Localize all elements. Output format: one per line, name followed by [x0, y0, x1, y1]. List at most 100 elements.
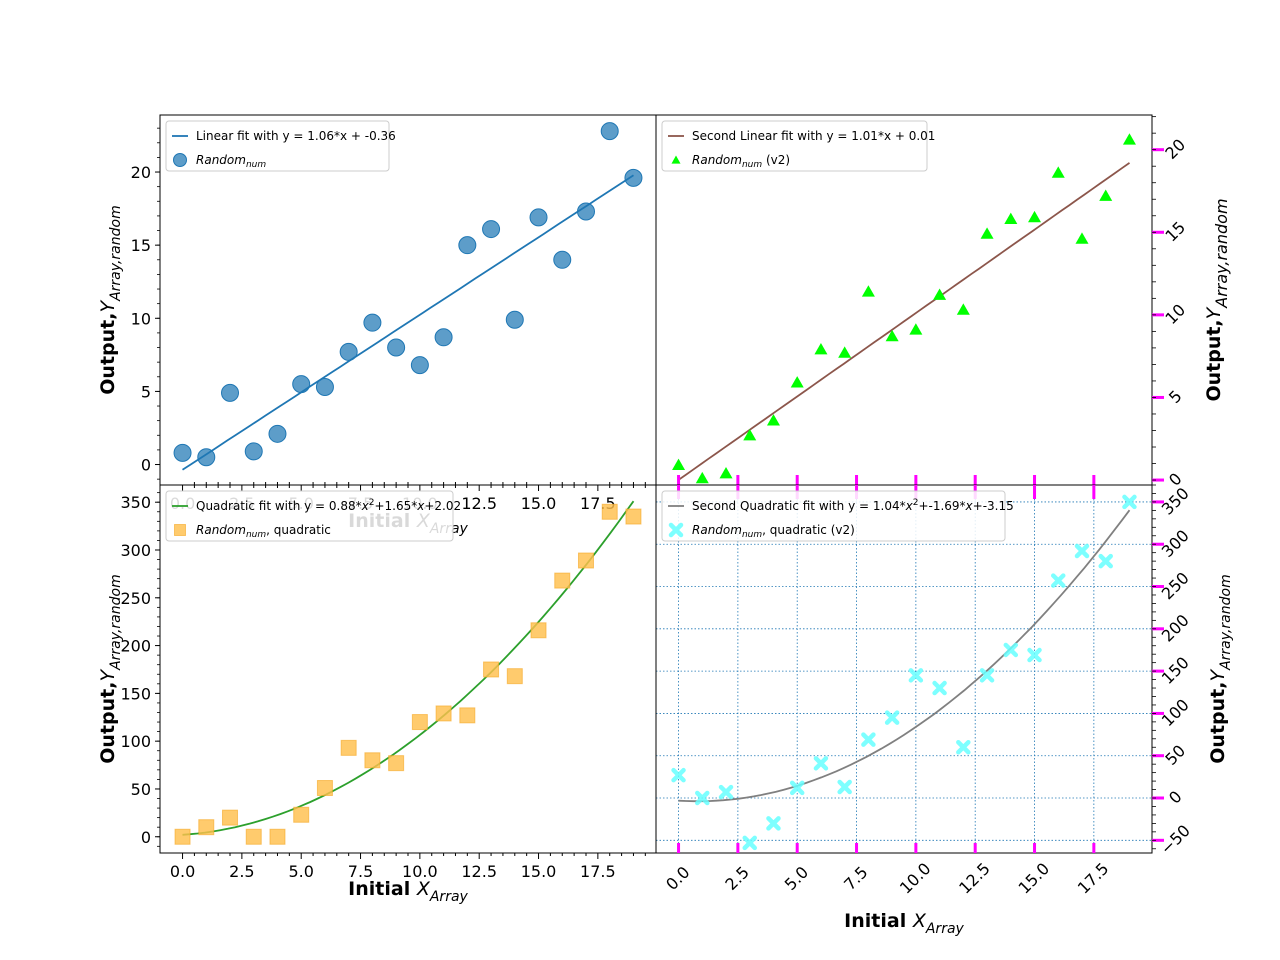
x-axis-label-head: Initial	[844, 910, 913, 932]
x-tick-label-4: 10.0	[402, 862, 438, 881]
point-0-11	[435, 705, 452, 722]
y-axis-label: Output,YArray,random	[1207, 574, 1234, 763]
legend-label-0: Second Linear fit with y = 1.01*x + 0.01	[692, 129, 935, 143]
point-0-4	[766, 414, 780, 426]
legend-label-0-pre: Second Quadratic fit with y = 1.04*	[692, 499, 906, 513]
point-0-16	[1051, 166, 1065, 178]
point-0-15	[1027, 647, 1042, 663]
legend: Second Linear fit with y = 1.01*x + 0.01…	[661, 120, 935, 172]
point-0-13	[980, 227, 994, 239]
y-tick-label-3: 100	[1158, 695, 1193, 730]
legend-marker	[174, 524, 186, 536]
point-0-17	[1074, 543, 1090, 559]
y-axis-label-var: Y	[1203, 306, 1225, 319]
point-0-13	[483, 661, 500, 678]
x-tick-label-6: 15.0	[521, 494, 557, 513]
x-tick-label-1: 2.5	[229, 862, 254, 881]
y-axis-label-head: Output,	[97, 313, 119, 395]
y-tick-label-0: 0	[141, 456, 151, 475]
y-axis-label: Output,YArray,random	[97, 574, 124, 763]
y-tick-label-3: 15	[1161, 218, 1189, 246]
legend-swatch	[668, 522, 684, 538]
point-0-11	[932, 680, 947, 696]
x-tick-label-2: 5.0	[288, 862, 313, 881]
panel-top-left: 051015200.02.55.07.510.012.515.017.5Outp…	[97, 114, 657, 537]
legend-swatch	[671, 155, 681, 164]
point-0-2	[719, 466, 733, 479]
x-tick-label-4: 10.0	[896, 859, 935, 898]
point-0-1	[198, 819, 215, 836]
y-tick-label-5: 250	[120, 589, 151, 608]
point-0-10	[909, 323, 923, 335]
x-tick-label-0: 0.0	[662, 863, 693, 894]
point-0-12	[459, 707, 476, 724]
y-tick-label-1: 5	[141, 382, 151, 401]
y-axis-label-sub: Array,random	[1218, 574, 1234, 671]
legend-label-0: Second Quadratic fit with y = 1.04*x2+-1…	[692, 498, 1014, 513]
point-0-8	[861, 285, 875, 297]
point-0-19	[1122, 133, 1136, 145]
point-0-3	[245, 828, 262, 845]
legend-marker	[671, 155, 681, 164]
x-tick-label-3: 7.5	[840, 863, 871, 894]
point-0-3	[742, 835, 757, 851]
point-0-18	[1099, 189, 1113, 201]
legend-box	[165, 120, 390, 172]
point-0-7	[838, 346, 852, 358]
x-tick-label-5: 12.5	[461, 494, 497, 513]
point-0-9	[387, 338, 406, 357]
y-tick-label-3: 15	[131, 236, 151, 255]
x-axis-label: Initial XArray	[844, 910, 964, 937]
point-0-0	[672, 458, 686, 471]
y-axis-label-sub: Array,random	[108, 205, 124, 302]
point-0-5	[292, 375, 311, 394]
x-tick-label-2: 5.0	[781, 863, 812, 894]
axes-frame	[655, 484, 1153, 854]
point-0-18	[601, 503, 618, 520]
point-0-0	[173, 443, 192, 462]
point-0-6	[315, 378, 334, 397]
y-tick-label-4: 20	[131, 163, 151, 182]
point-0-7	[339, 342, 358, 361]
fit-line	[677, 162, 1131, 481]
legend-label-1-rest: , quadratic (v2)	[762, 523, 855, 537]
point-0-11	[434, 328, 453, 347]
legend-label-1-var: Random	[196, 153, 246, 167]
y-tick-label-8: 350	[1158, 484, 1193, 519]
y-tick-label-1: 50	[131, 780, 151, 799]
panel-bottom-left: 0 50 100 150 200 250 300 350 0.0 2.5 5.0 7.5 10.0 12.…	[97, 484, 657, 905]
fit-line	[182, 174, 634, 471]
point-0-2	[222, 809, 239, 826]
point-0-16	[553, 250, 572, 269]
legend-label-1-sub: num	[742, 530, 762, 540]
y-tick-label-2: 10	[131, 309, 151, 328]
y-axis-label-sub: Array,random	[108, 574, 124, 671]
legend-label-1-sub: num	[246, 530, 266, 540]
legend-label-1-rest: , quadratic	[266, 523, 331, 537]
legend-marker	[173, 153, 187, 167]
point-0-1	[197, 448, 216, 467]
point-0-7	[340, 739, 357, 756]
x-axis-label-var: X	[416, 878, 431, 900]
legend-label-1: Randomnum, quadratic (v2)	[692, 523, 855, 540]
legend-label-0-x: x	[361, 499, 370, 513]
legend-label-0-x: x	[905, 499, 914, 513]
legend-label-1: Randomnum	[196, 153, 266, 170]
point-0-1	[695, 790, 710, 806]
point-0-18	[1098, 553, 1113, 569]
x-tick-label-7: 17.5	[580, 862, 616, 881]
point-0-17	[576, 202, 595, 221]
legend-label-1-var: Random	[692, 523, 742, 537]
point-0-11	[933, 288, 947, 300]
y-axis-label-sub: Array,random	[1212, 198, 1231, 308]
legend: Quadratic fit with y = 0.88*x2+1.65*x+2.…	[165, 490, 461, 542]
point-0-12	[956, 303, 970, 315]
point-0-14	[1004, 212, 1018, 224]
point-0-1	[695, 471, 709, 484]
point-0-2	[718, 784, 734, 800]
point-0-15	[1028, 210, 1042, 223]
point-0-19	[624, 168, 643, 187]
panel-bottom-right: −50 0 50 100 150 200 250 300 350 0.0 2.5 5.0 7.5 10.0…	[655, 484, 1234, 937]
